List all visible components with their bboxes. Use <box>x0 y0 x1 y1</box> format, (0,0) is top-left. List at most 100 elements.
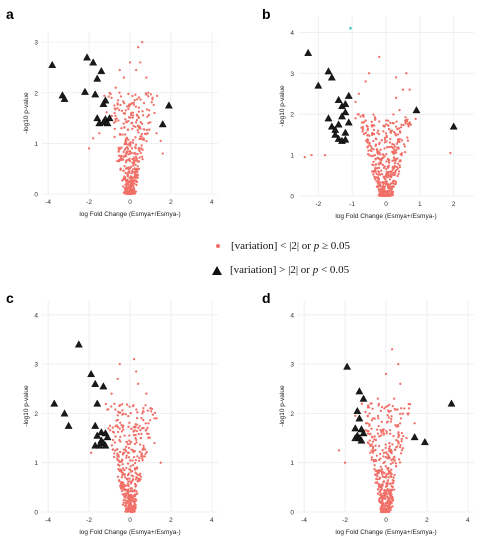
nonsig-point <box>124 167 128 170</box>
nonsig-point <box>378 470 381 473</box>
nonsig-point <box>127 107 130 111</box>
nonsig-point <box>133 442 137 446</box>
nonsig-point <box>132 358 136 361</box>
nonsig-point <box>407 402 410 406</box>
nonsig-point <box>139 437 142 440</box>
nonsig-point <box>137 459 141 463</box>
nonsig-point <box>125 466 128 470</box>
nonsig-point <box>140 147 143 150</box>
nonsig-point <box>123 473 127 476</box>
nonsig-point <box>136 411 139 414</box>
nonsig-point <box>382 503 385 506</box>
nonsig-point <box>114 114 117 118</box>
x-tick-label: 2 <box>452 201 456 208</box>
nonsig-point <box>118 404 122 407</box>
nonsig-point <box>392 479 395 483</box>
nonsig-point <box>375 180 378 183</box>
nonsig-point <box>370 133 374 136</box>
nonsig-point <box>139 478 142 481</box>
significant-point <box>91 379 100 387</box>
nonsig-point <box>109 429 112 432</box>
x-tick-label: -4 <box>45 517 51 524</box>
nonsig-point <box>118 154 121 157</box>
nonsig-point <box>397 146 400 149</box>
nonsig-point <box>354 414 357 418</box>
nonsig-point <box>384 446 387 449</box>
nonsig-point <box>384 456 387 459</box>
nonsig-point <box>364 80 367 83</box>
significant-point <box>327 122 336 130</box>
nonsig-point <box>115 457 119 460</box>
significant-point <box>334 120 343 128</box>
nonsig-point <box>123 164 126 168</box>
significant-point <box>99 382 108 390</box>
significant-point <box>410 433 419 441</box>
nonsig-point <box>380 510 383 514</box>
nonsig-point <box>135 98 139 101</box>
nonsig-point <box>131 404 135 408</box>
nonsig-point <box>404 116 407 119</box>
nonsig-point <box>377 129 380 132</box>
significant-point <box>81 87 89 95</box>
nonsig-point <box>404 122 407 125</box>
nonsig-point <box>382 492 385 495</box>
nonsig-point <box>384 178 387 181</box>
nonsig-point <box>407 412 410 415</box>
nonsig-point <box>159 139 162 142</box>
nonsig-point <box>118 158 122 161</box>
nonsig-point <box>140 144 143 147</box>
nonsig-point <box>392 171 395 175</box>
nonsig-point <box>413 422 416 425</box>
nonsig-point <box>127 116 131 119</box>
legend-nonsig-label: [variation] < |2| or p ≥ 0.05 <box>231 240 350 252</box>
nonsig-point <box>401 412 404 415</box>
nonsig-point <box>377 424 380 428</box>
nonsig-point <box>137 382 140 385</box>
nonsig-point <box>124 504 127 508</box>
nonsig-point <box>381 449 384 452</box>
nonsig-point <box>128 503 131 506</box>
nonsig-point <box>127 500 130 503</box>
nonsig-point <box>127 167 130 171</box>
nonsig-point <box>161 152 164 155</box>
volcano-plot-a: -4 -2 0 2 4 0 1 2 3 log Fold Change (Esmya+/Esmya… <box>23 32 218 218</box>
nonsig-point <box>126 474 130 477</box>
nonsig-point <box>140 132 143 136</box>
nonsig-point <box>389 183 392 186</box>
nonsig-point <box>364 119 367 122</box>
nonsig-point <box>137 479 140 482</box>
nonsig-point <box>370 458 373 461</box>
nonsig-point <box>395 120 398 123</box>
nonsig-point <box>384 501 387 505</box>
nonsig-point <box>116 448 119 451</box>
nonsig-point <box>121 403 124 406</box>
nonsig-point <box>376 432 380 435</box>
nonsig-point <box>125 185 128 189</box>
nonsig-point <box>390 187 394 191</box>
nonsig-point <box>120 460 123 463</box>
nonsig-point <box>143 132 147 135</box>
significant-point <box>158 120 167 128</box>
nonsig-point <box>394 180 398 183</box>
nonsig-point <box>107 427 110 430</box>
significant-point <box>60 94 69 102</box>
nonsig-point <box>399 382 402 385</box>
nonsig-point <box>123 483 126 487</box>
x-tick-label: 2 <box>425 517 429 524</box>
nonsig-point <box>383 407 386 410</box>
nonsig-point <box>374 469 377 472</box>
nonsig-point <box>403 151 407 154</box>
nonsig-point <box>378 173 382 176</box>
nonsig-point <box>135 183 138 187</box>
nonsig-point <box>369 432 372 435</box>
nonsig-point <box>394 408 397 411</box>
nonsig-point <box>141 40 144 44</box>
nonsig-point <box>116 414 119 417</box>
nonsig-point <box>396 162 399 165</box>
nonsig-point <box>386 146 389 149</box>
nonsig-point <box>87 147 91 150</box>
nonsig-point <box>144 404 147 407</box>
nonsig-point <box>370 147 374 150</box>
nonsig-point <box>141 412 144 415</box>
x-tick-label: 0 <box>128 517 132 524</box>
